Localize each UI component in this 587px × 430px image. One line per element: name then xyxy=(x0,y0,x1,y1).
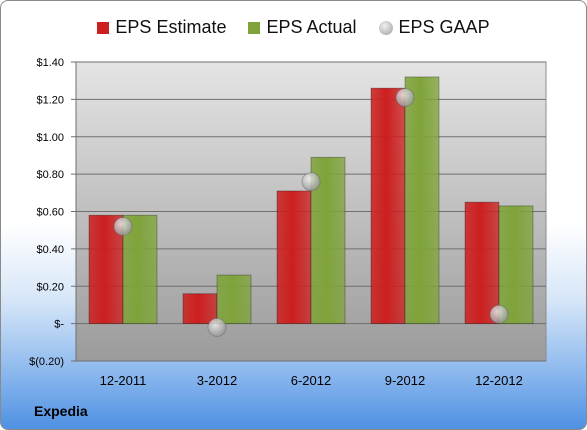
legend-marker-circle xyxy=(378,20,393,35)
y-tick-label: $- xyxy=(54,319,64,331)
point-eps-gaap xyxy=(395,88,415,107)
x-category-label: 6-2012 xyxy=(291,373,331,388)
y-tick-label: $0.80 xyxy=(36,169,64,181)
bar-eps-actual xyxy=(216,274,252,325)
y-tick-label: $1.00 xyxy=(36,132,64,144)
legend-item: EPS Actual xyxy=(248,17,357,38)
y-tick-label: $1.20 xyxy=(36,94,64,106)
x-category-label: 12-2011 xyxy=(100,373,147,388)
y-tick-label: $0.20 xyxy=(36,281,64,293)
point-eps-gaap xyxy=(489,304,509,324)
x-category-label: 12-2012 xyxy=(475,373,523,388)
legend-label: EPS Estimate xyxy=(115,17,227,37)
legend-label: EPS Actual xyxy=(266,17,357,37)
y-tick-label: $1.40 xyxy=(36,57,64,69)
point-eps-gaap xyxy=(113,217,133,236)
y-tick-label: $(0.20) xyxy=(29,356,64,368)
legend: EPS Estimate EPS Actual EPS GAAP xyxy=(1,17,586,38)
y-tick-label: $0.40 xyxy=(36,244,64,256)
bar-eps-estimate xyxy=(464,201,500,325)
legend-item: EPS GAAP xyxy=(378,17,490,38)
bar-eps-estimate xyxy=(370,87,406,325)
bar-eps-estimate xyxy=(276,190,312,325)
x-category-label: 3-2012 xyxy=(197,373,237,388)
company-label: Expedia xyxy=(34,403,88,419)
legend-label: EPS GAAP xyxy=(398,17,490,37)
legend-swatch xyxy=(248,21,261,34)
y-tick-label: $0.60 xyxy=(36,207,64,219)
bar-eps-actual xyxy=(404,76,440,325)
point-eps-gaap xyxy=(207,317,227,337)
x-category-label: 9-2012 xyxy=(385,373,425,388)
legend-item: EPS Estimate xyxy=(97,17,226,38)
bar-eps-actual xyxy=(498,205,534,325)
point-eps-gaap xyxy=(301,172,321,192)
legend-swatch xyxy=(97,21,110,34)
bar-eps-estimate xyxy=(182,293,218,325)
